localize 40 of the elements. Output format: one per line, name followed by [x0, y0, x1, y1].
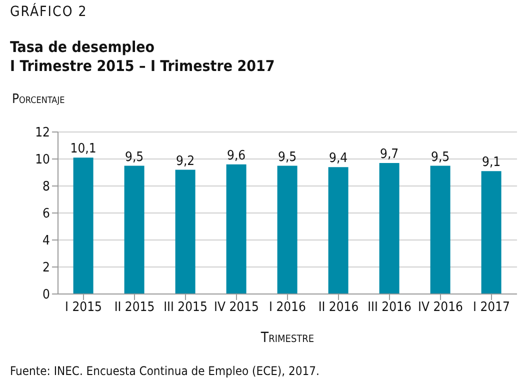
bar: [328, 167, 348, 294]
x-tick-label: I 2017: [473, 300, 510, 316]
x-tick-label: IV 2015: [214, 300, 259, 316]
y-tick-label: 4: [42, 234, 50, 249]
chart-subtitle: I Trimestre 2015 – I Trimestre 2017: [10, 57, 275, 76]
text: GRÁFICO 2: [10, 4, 88, 20]
x-tick-label: I 2016: [269, 300, 306, 316]
x-tick-label: II 2016: [318, 300, 359, 316]
x-tick-label: II 2015: [114, 300, 155, 316]
bar: [430, 166, 450, 294]
chart-title: Tasa de desempleo: [10, 38, 156, 57]
data-label: 9,6: [227, 148, 246, 164]
x-tick-label: III 2016: [368, 300, 412, 316]
data-label: 9,2: [176, 154, 195, 169]
data-label: 9,1: [482, 155, 501, 170]
y-tick-label: 8: [42, 180, 50, 195]
data-label: 9,4: [329, 151, 348, 166]
bar: [379, 163, 400, 294]
bar: [481, 171, 502, 294]
data-label: 9,5: [125, 150, 144, 165]
y-tick-label: 0: [42, 288, 50, 303]
bar: [277, 166, 298, 294]
x-tick-label: IV 2016: [418, 300, 463, 316]
source-note: Fuente: INEC. Encuesta Continua de Empleo (ECE), 2017.: [10, 364, 320, 378]
x-tick-label: III 2015: [164, 300, 208, 316]
data-label: 9,5: [431, 150, 450, 165]
y-tick-label: 2: [42, 260, 50, 276]
y-tick-label: 12: [35, 126, 50, 141]
bar: [175, 170, 196, 294]
bar: [226, 164, 246, 294]
bar: [73, 158, 94, 294]
data-label: 9,7: [380, 147, 399, 162]
y-tick-label: 10: [35, 152, 50, 168]
y-tick-label: 6: [42, 206, 50, 222]
x-tick-label: I 2015: [65, 300, 102, 316]
bar: [124, 166, 144, 294]
data-label: 10,1: [70, 142, 96, 157]
x-axis-title: Trimestre: [260, 330, 316, 346]
y-axis-title: Porcentaje: [12, 92, 65, 107]
data-label: 9,5: [278, 150, 297, 165]
